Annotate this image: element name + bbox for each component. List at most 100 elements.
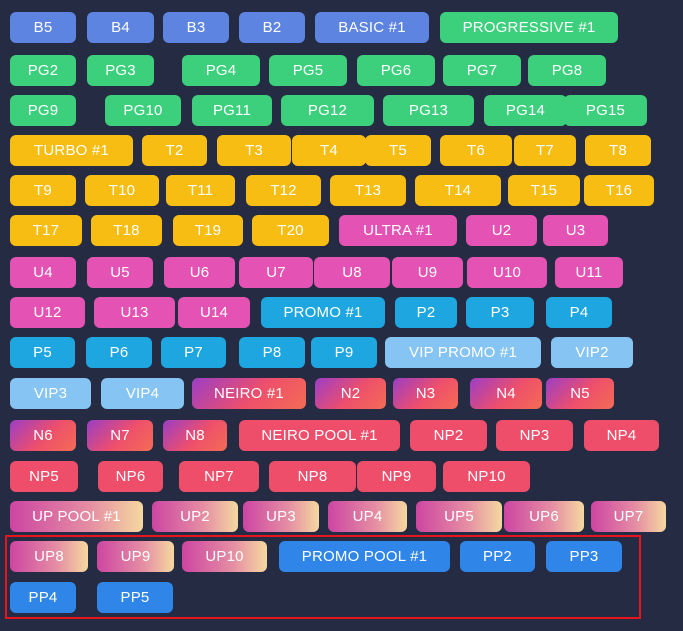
pool-tag-promo-pool-1[interactable]: PROMO POOL #1 — [279, 541, 450, 572]
pool-tag-progressive-1[interactable]: PROGRESSIVE #1 — [440, 12, 618, 43]
pool-tag-t12[interactable]: T12 — [246, 175, 321, 206]
pool-tag-up4[interactable]: UP4 — [328, 501, 407, 532]
pool-tag-np2[interactable]: NP2 — [410, 420, 487, 451]
pool-tag-t19[interactable]: T19 — [173, 215, 243, 246]
pool-tag-p3[interactable]: P3 — [466, 297, 534, 328]
pool-tag-np10[interactable]: NP10 — [443, 461, 530, 492]
pool-tag-pg5[interactable]: PG5 — [269, 55, 347, 86]
pool-tag-up6[interactable]: UP6 — [504, 501, 584, 532]
pool-tag-p4[interactable]: P4 — [546, 297, 612, 328]
pool-tag-n8[interactable]: N8 — [163, 420, 227, 451]
pool-tag-n7[interactable]: N7 — [87, 420, 153, 451]
pool-tag-neiro-pool-1[interactable]: NEIRO POOL #1 — [239, 420, 400, 451]
pool-tag-np5[interactable]: NP5 — [10, 461, 78, 492]
pool-tag-neiro-1[interactable]: NEIRO #1 — [192, 378, 306, 409]
pool-tag-u6[interactable]: U6 — [164, 257, 235, 288]
pool-tag-u11[interactable]: U11 — [555, 257, 623, 288]
pool-tag-n5[interactable]: N5 — [546, 378, 614, 409]
pool-tag-t20[interactable]: T20 — [252, 215, 329, 246]
pool-tag-vip3[interactable]: VIP3 — [10, 378, 91, 409]
pool-tag-u14[interactable]: U14 — [178, 297, 250, 328]
pool-tag-t14[interactable]: T14 — [415, 175, 501, 206]
pool-tag-t7[interactable]: T7 — [514, 135, 576, 166]
pool-tag-pp3[interactable]: PP3 — [546, 541, 622, 572]
pool-tag-pg6[interactable]: PG6 — [357, 55, 435, 86]
pool-tag-u3[interactable]: U3 — [543, 215, 608, 246]
pool-tag-t3[interactable]: T3 — [217, 135, 291, 166]
pool-tag-up-pool-1[interactable]: UP POOL #1 — [10, 501, 143, 532]
pool-tag-pg4[interactable]: PG4 — [182, 55, 260, 86]
pool-tag-ultra-1[interactable]: ULTRA #1 — [339, 215, 457, 246]
pool-tag-t17[interactable]: T17 — [10, 215, 82, 246]
pool-tag-up5[interactable]: UP5 — [416, 501, 502, 532]
pool-tag-vip-promo-1[interactable]: VIP PROMO #1 — [385, 337, 541, 368]
pool-tag-pg7[interactable]: PG7 — [443, 55, 521, 86]
pool-tag-b3[interactable]: B3 — [163, 12, 229, 43]
pool-tag-u7[interactable]: U7 — [239, 257, 313, 288]
pool-tag-t4[interactable]: T4 — [292, 135, 366, 166]
pool-tag-pg2[interactable]: PG2 — [10, 55, 76, 86]
pool-tag-t13[interactable]: T13 — [330, 175, 406, 206]
pool-tag-basic-1[interactable]: BASIC #1 — [315, 12, 429, 43]
pool-tag-u4[interactable]: U4 — [10, 257, 76, 288]
pool-tag-t6[interactable]: T6 — [440, 135, 512, 166]
pool-tag-up9[interactable]: UP9 — [97, 541, 174, 572]
pool-tag-up3[interactable]: UP3 — [243, 501, 319, 532]
pool-tag-p9[interactable]: P9 — [311, 337, 377, 368]
pool-tag-u9[interactable]: U9 — [392, 257, 463, 288]
pool-tag-promo-1[interactable]: PROMO #1 — [261, 297, 385, 328]
pool-tag-np6[interactable]: NP6 — [98, 461, 163, 492]
pool-tag-n2[interactable]: N2 — [315, 378, 386, 409]
pool-tag-n4[interactable]: N4 — [470, 378, 542, 409]
pool-tag-pg14[interactable]: PG14 — [484, 95, 567, 126]
pool-tag-t5[interactable]: T5 — [365, 135, 431, 166]
pool-tag-np9[interactable]: NP9 — [357, 461, 436, 492]
pool-tag-u5[interactable]: U5 — [87, 257, 153, 288]
pool-tag-up2[interactable]: UP2 — [152, 501, 238, 532]
pool-tag-t11[interactable]: T11 — [166, 175, 235, 206]
pool-tag-pg8[interactable]: PG8 — [528, 55, 606, 86]
pool-tag-b2[interactable]: B2 — [239, 12, 305, 43]
pool-tag-u13[interactable]: U13 — [94, 297, 175, 328]
pool-tag-p5[interactable]: P5 — [10, 337, 75, 368]
pool-tag-t16[interactable]: T16 — [584, 175, 654, 206]
pool-tag-pg12[interactable]: PG12 — [281, 95, 374, 126]
pool-tag-u10[interactable]: U10 — [467, 257, 547, 288]
pool-tag-up8[interactable]: UP8 — [10, 541, 88, 572]
pool-tag-t8[interactable]: T8 — [585, 135, 651, 166]
pool-tag-np7[interactable]: NP7 — [179, 461, 259, 492]
pool-tag-u12[interactable]: U12 — [10, 297, 85, 328]
pool-tag-n6[interactable]: N6 — [10, 420, 76, 451]
pool-tag-t18[interactable]: T18 — [91, 215, 162, 246]
pool-tag-p8[interactable]: P8 — [239, 337, 305, 368]
pool-tag-n3[interactable]: N3 — [393, 378, 458, 409]
pool-tag-turbo-1[interactable]: TURBO #1 — [10, 135, 133, 166]
pool-tag-pp5[interactable]: PP5 — [97, 582, 173, 613]
pool-tag-pp4[interactable]: PP4 — [10, 582, 76, 613]
pool-tag-pg13[interactable]: PG13 — [383, 95, 474, 126]
pool-tag-pg3[interactable]: PG3 — [87, 55, 154, 86]
pool-tag-np3[interactable]: NP3 — [496, 420, 573, 451]
pool-tag-u8[interactable]: U8 — [314, 257, 390, 288]
pool-tag-pg15[interactable]: PG15 — [564, 95, 647, 126]
pool-tag-up7[interactable]: UP7 — [591, 501, 666, 532]
pool-tag-up10[interactable]: UP10 — [182, 541, 267, 572]
pool-tag-b4[interactable]: B4 — [87, 12, 154, 43]
pool-tag-np4[interactable]: NP4 — [584, 420, 659, 451]
pool-tag-pg9[interactable]: PG9 — [10, 95, 76, 126]
pool-tag-vip4[interactable]: VIP4 — [101, 378, 184, 409]
pool-tag-u2[interactable]: U2 — [466, 215, 537, 246]
pool-tag-p6[interactable]: P6 — [86, 337, 152, 368]
pool-tag-pg10[interactable]: PG10 — [105, 95, 181, 126]
pool-tag-t15[interactable]: T15 — [508, 175, 580, 206]
pool-tag-t10[interactable]: T10 — [85, 175, 159, 206]
pool-tag-t2[interactable]: T2 — [142, 135, 207, 166]
pool-tag-vip2[interactable]: VIP2 — [551, 337, 633, 368]
pool-tag-pp2[interactable]: PP2 — [460, 541, 535, 572]
pool-tag-t9[interactable]: T9 — [10, 175, 76, 206]
pool-tag-p2[interactable]: P2 — [395, 297, 457, 328]
pool-tag-b5[interactable]: B5 — [10, 12, 76, 43]
pool-tag-pg11[interactable]: PG11 — [192, 95, 272, 126]
pool-tag-np8[interactable]: NP8 — [269, 461, 356, 492]
pool-tag-p7[interactable]: P7 — [161, 337, 226, 368]
